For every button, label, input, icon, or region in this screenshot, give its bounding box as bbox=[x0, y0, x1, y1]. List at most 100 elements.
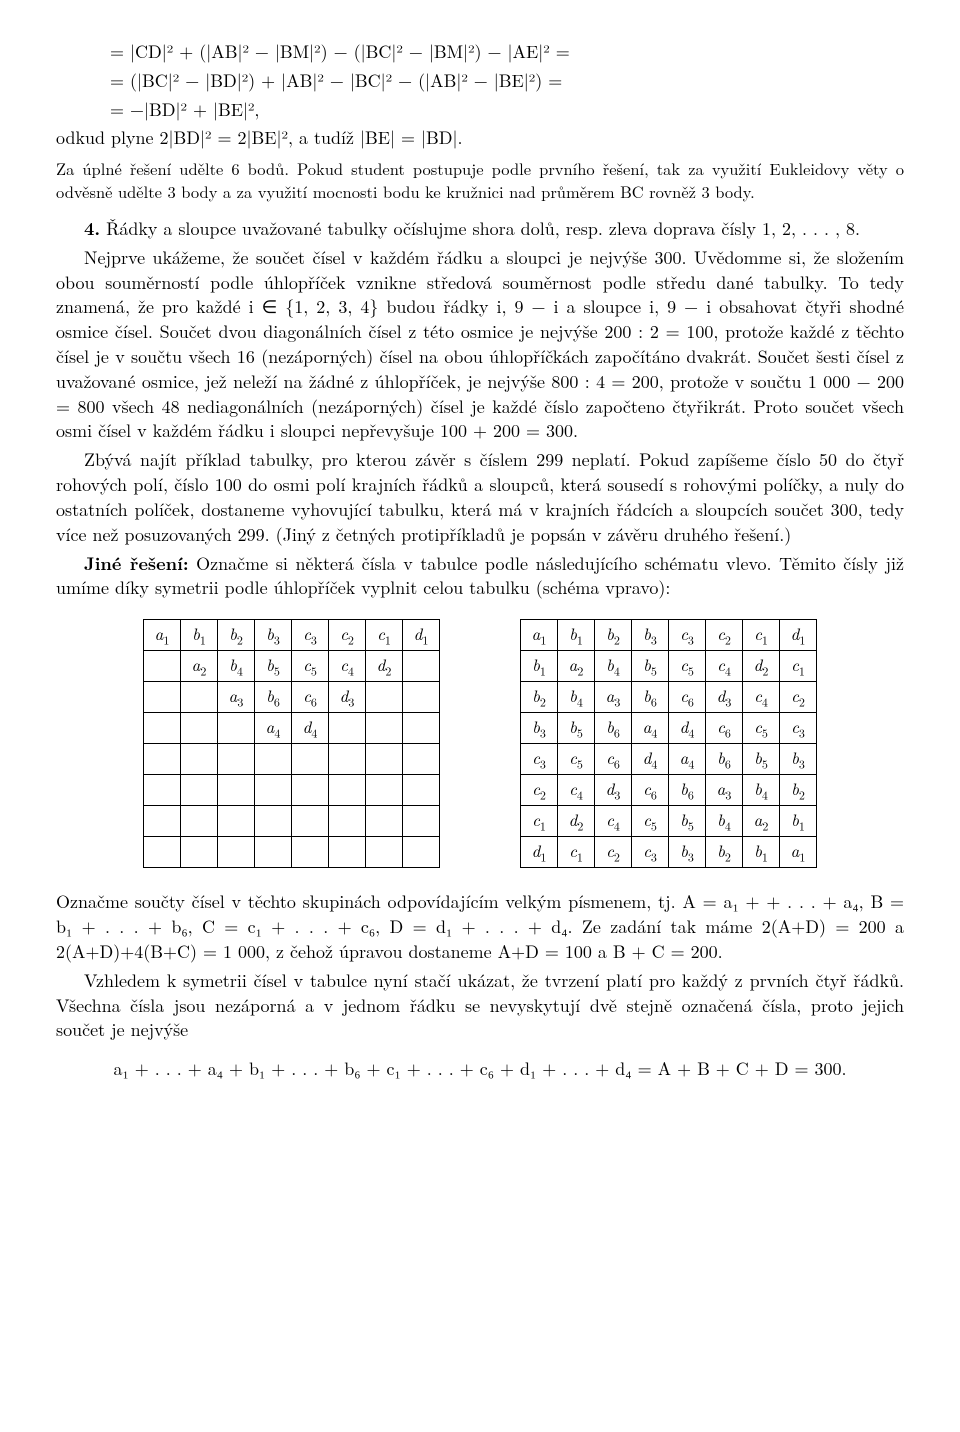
table-cell: b2 bbox=[780, 775, 817, 806]
table-cell: b5 bbox=[632, 651, 669, 682]
table-cell: a1 bbox=[144, 620, 181, 651]
table-cell bbox=[255, 744, 292, 775]
table-cell bbox=[144, 744, 181, 775]
table-cell: b3 bbox=[255, 620, 292, 651]
table-cell: a2 bbox=[181, 651, 218, 682]
table-cell: c5 bbox=[743, 713, 780, 744]
table-cell bbox=[403, 713, 440, 744]
table-cell: c6 bbox=[632, 775, 669, 806]
table-cell bbox=[181, 682, 218, 713]
table-cell: d3 bbox=[595, 775, 632, 806]
p-problem4-b: Nejprve ukážeme, že součet čísel v každé… bbox=[56, 246, 904, 445]
table-cell: d1 bbox=[521, 837, 558, 868]
table-cell bbox=[292, 775, 329, 806]
table-cell: a4 bbox=[669, 744, 706, 775]
table-cell: a4 bbox=[255, 713, 292, 744]
table-cell: b3 bbox=[521, 713, 558, 744]
table-cell: b5 bbox=[255, 651, 292, 682]
table-cell: c2 bbox=[329, 620, 366, 651]
equation-block: = |CD|² + (|AB|² − |BM|²) − (|BC|² − |BM… bbox=[56, 40, 904, 122]
table-cell: c1 bbox=[558, 837, 595, 868]
table-cell: b4 bbox=[595, 651, 632, 682]
table-cell: c6 bbox=[669, 682, 706, 713]
table-cell: b6 bbox=[706, 744, 743, 775]
table-cell bbox=[181, 837, 218, 868]
table-cell: b4 bbox=[743, 775, 780, 806]
p-grading: Za úplné řešení udělte 6 bodů. Pokud stu… bbox=[56, 157, 904, 203]
p-problem4-c: Zbývá najít příklad tabulky, pro kterou … bbox=[56, 448, 904, 547]
table-cell: a3 bbox=[218, 682, 255, 713]
eq-line-1: = |CD|² + (|AB|² − |BM|²) − (|BC|² − |BM… bbox=[110, 40, 904, 65]
table-cell: c6 bbox=[595, 744, 632, 775]
table-cell bbox=[329, 744, 366, 775]
table-cell: d1 bbox=[403, 620, 440, 651]
table-cell: a1 bbox=[521, 620, 558, 651]
p-4a-text: Řádky a sloupce uvažované tabulky očíslu… bbox=[106, 216, 860, 241]
table-cell: c3 bbox=[292, 620, 329, 651]
table-cell: c3 bbox=[521, 744, 558, 775]
table-cell bbox=[144, 651, 181, 682]
table-cell: b2 bbox=[706, 837, 743, 868]
jine-label: Jiné řešení: bbox=[84, 551, 189, 576]
table-cell: b2 bbox=[521, 682, 558, 713]
table-cell: b5 bbox=[558, 713, 595, 744]
table-cell bbox=[255, 806, 292, 837]
table-cell bbox=[181, 775, 218, 806]
table-cell bbox=[329, 775, 366, 806]
table-cell bbox=[366, 682, 403, 713]
table-cell: d1 bbox=[780, 620, 817, 651]
table-cell: c4 bbox=[743, 682, 780, 713]
table-cell: c3 bbox=[669, 620, 706, 651]
eq-line-2: = (|BC|² − |BD|²) + |AB|² − |BC|² − (|AB… bbox=[110, 69, 904, 94]
table-cell: c3 bbox=[780, 713, 817, 744]
table-cell bbox=[366, 806, 403, 837]
table-cell: c5 bbox=[669, 651, 706, 682]
table-cell: b6 bbox=[255, 682, 292, 713]
table-cell: b3 bbox=[632, 620, 669, 651]
table-cell bbox=[292, 806, 329, 837]
table-cell bbox=[181, 744, 218, 775]
table-cell: c3 bbox=[632, 837, 669, 868]
table-cell: c5 bbox=[292, 651, 329, 682]
table-cell bbox=[403, 682, 440, 713]
table-cell: d3 bbox=[329, 682, 366, 713]
table-cell bbox=[292, 837, 329, 868]
table-cell: c6 bbox=[706, 713, 743, 744]
table-cell bbox=[218, 775, 255, 806]
table-cell: c5 bbox=[632, 806, 669, 837]
table-cell: c1 bbox=[366, 620, 403, 651]
table-cell bbox=[218, 806, 255, 837]
table-cell: a2 bbox=[743, 806, 780, 837]
final-equation: a₁ + . . . + a₄ + b₁ + . . . + b₆ + c₁ +… bbox=[56, 1057, 904, 1082]
p-oznacme: Označme součty čísel v těchto skupinách … bbox=[56, 890, 904, 964]
table-cell bbox=[329, 713, 366, 744]
table-cell: b4 bbox=[558, 682, 595, 713]
p-jine: Jiné řešení: Označme si některá čísla v … bbox=[56, 552, 904, 602]
table-cell bbox=[144, 775, 181, 806]
table-cell: c1 bbox=[743, 620, 780, 651]
table-cell: a2 bbox=[558, 651, 595, 682]
table-cell bbox=[366, 713, 403, 744]
table-cell: d4 bbox=[292, 713, 329, 744]
table-cell: b6 bbox=[595, 713, 632, 744]
table-cell bbox=[218, 744, 255, 775]
table-cell: b6 bbox=[632, 682, 669, 713]
table-cell: d2 bbox=[743, 651, 780, 682]
table-cell: b1 bbox=[521, 651, 558, 682]
table-cell bbox=[218, 837, 255, 868]
table-cell bbox=[181, 713, 218, 744]
table-cell: c2 bbox=[595, 837, 632, 868]
table-cell bbox=[255, 837, 292, 868]
table-cell: d2 bbox=[366, 651, 403, 682]
table-cell: a1 bbox=[780, 837, 817, 868]
table-cell: c4 bbox=[329, 651, 366, 682]
table-cell: b4 bbox=[706, 806, 743, 837]
table-cell: a3 bbox=[595, 682, 632, 713]
table-cell: d4 bbox=[669, 713, 706, 744]
table-cell bbox=[144, 837, 181, 868]
table-cell bbox=[403, 837, 440, 868]
table-cell bbox=[218, 713, 255, 744]
table-cell bbox=[329, 806, 366, 837]
table-cell: d2 bbox=[558, 806, 595, 837]
table-cell: d3 bbox=[706, 682, 743, 713]
